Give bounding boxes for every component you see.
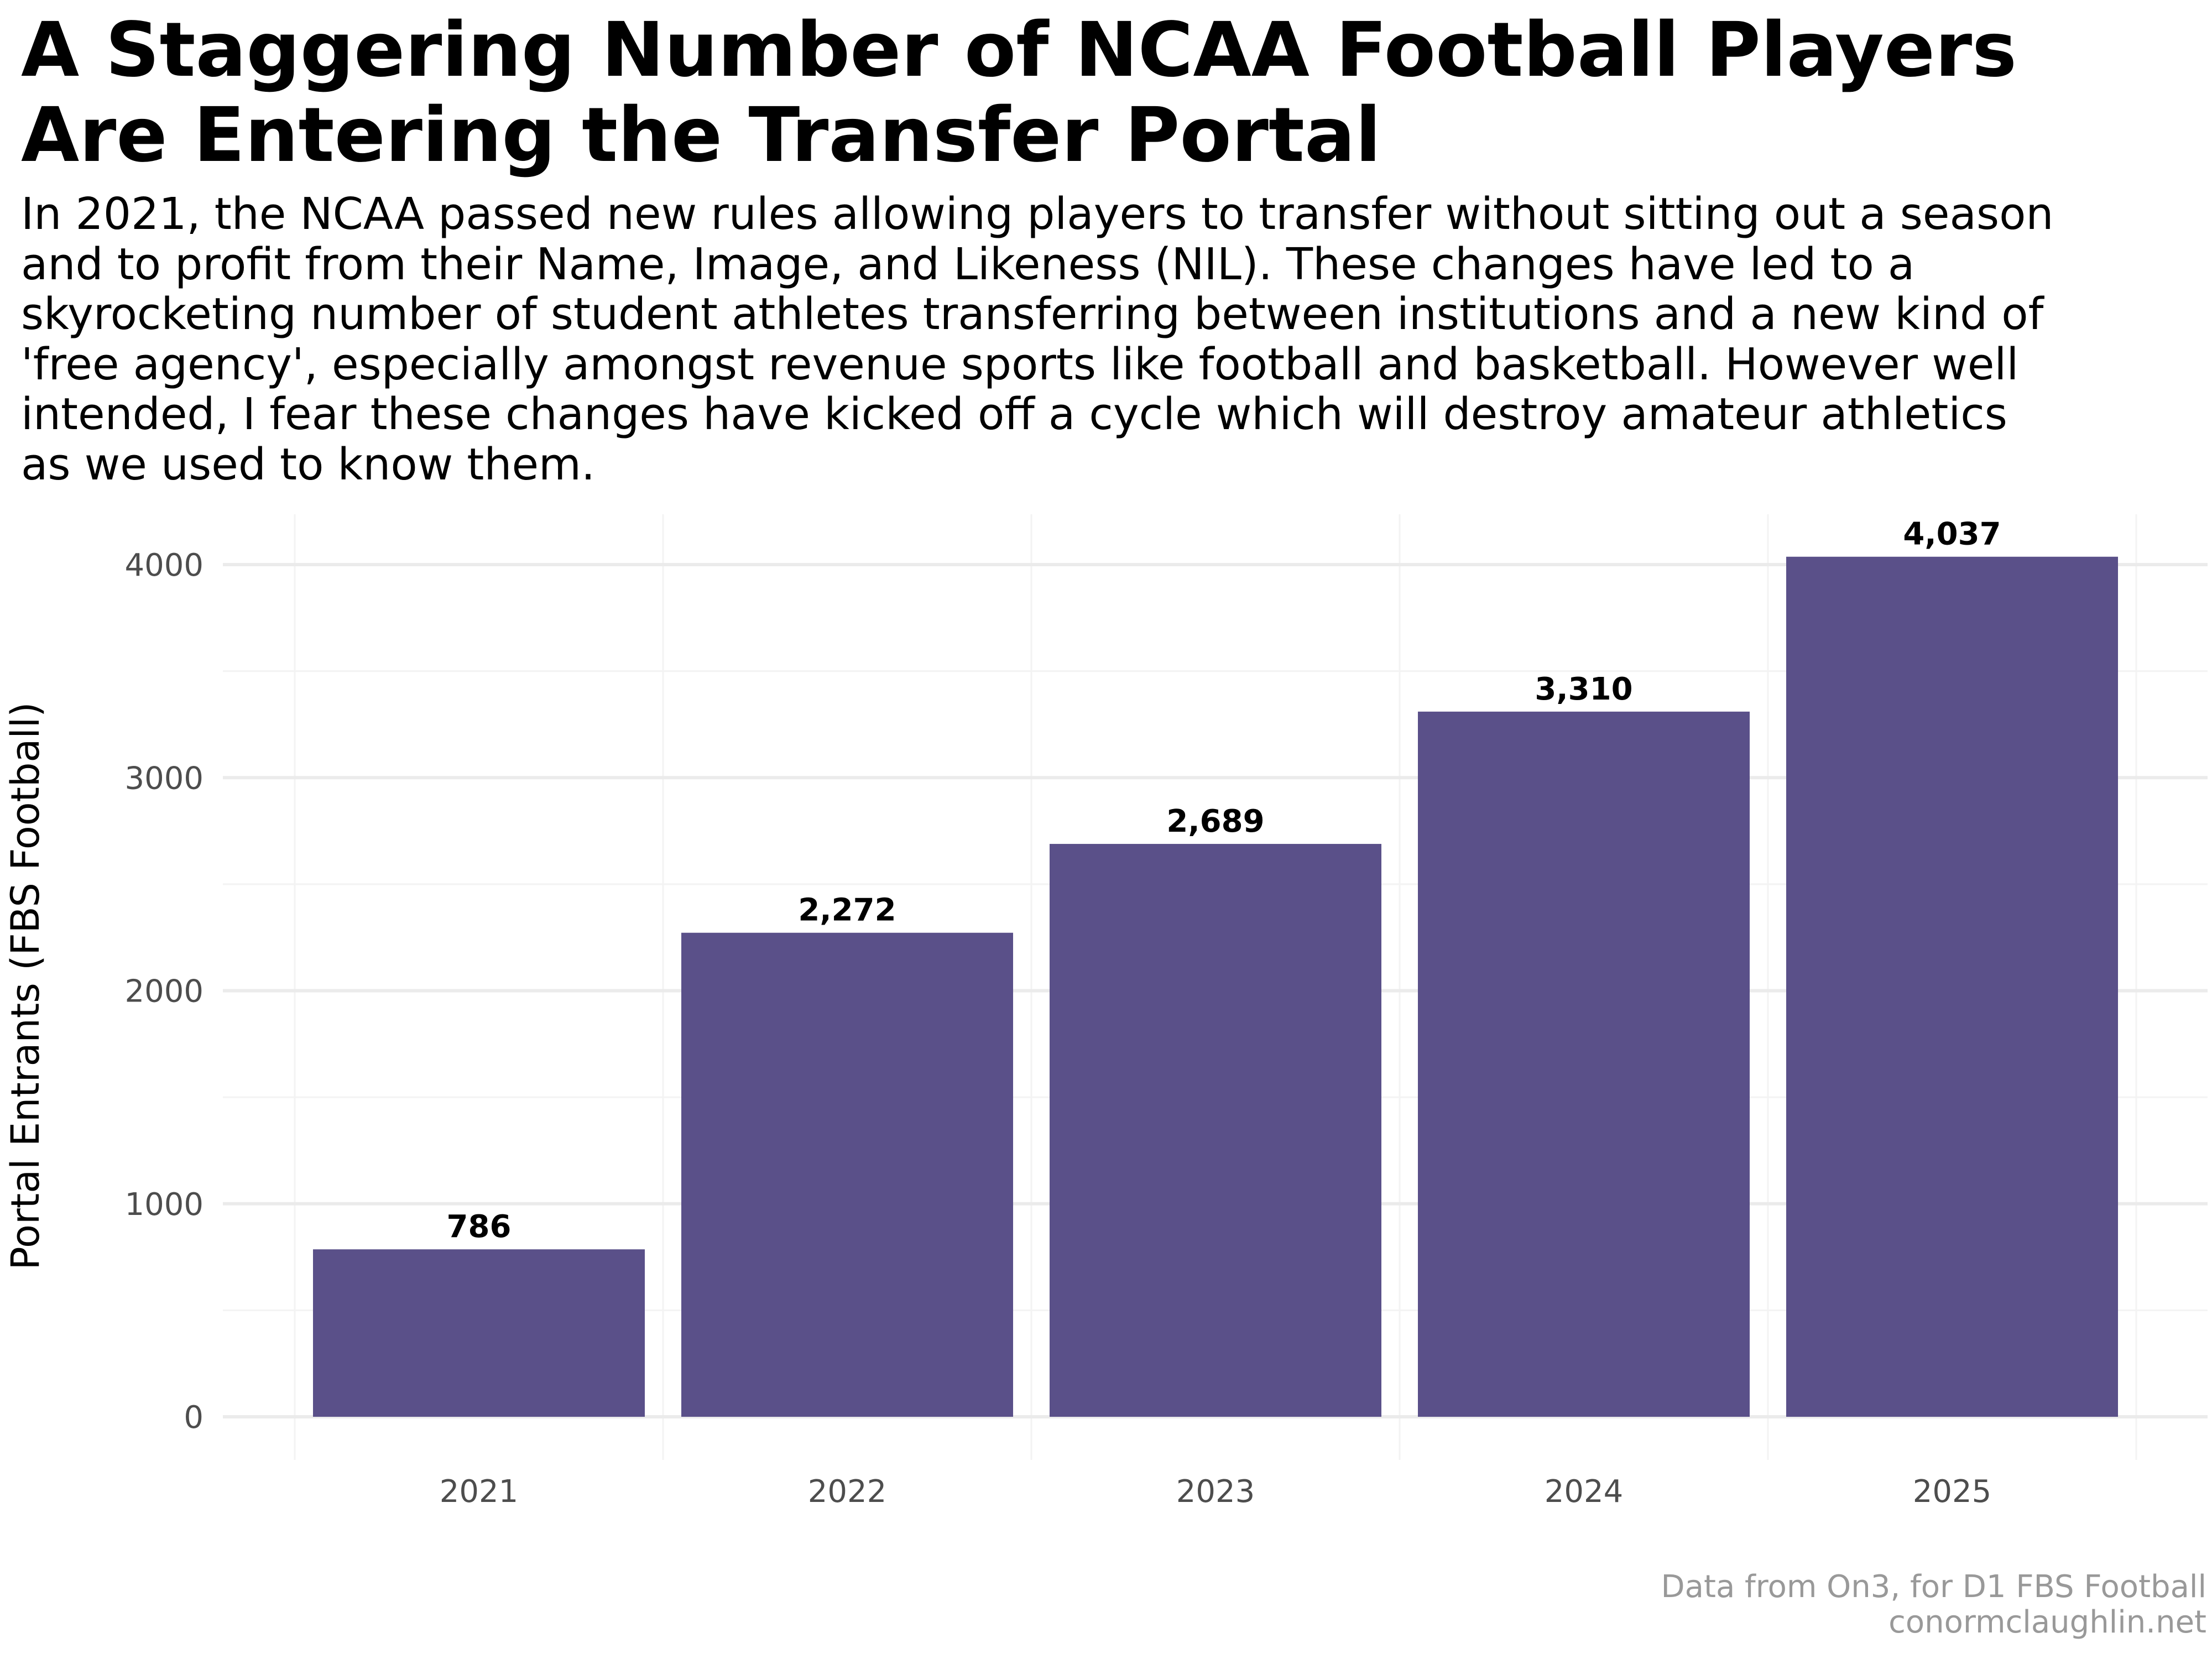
bar-2022	[681, 932, 1013, 1417]
y-tick-label: 1000	[124, 1187, 204, 1223]
bar-2025	[1786, 556, 2118, 1417]
caption-site: conormclaughlin.net	[1888, 1604, 2206, 1640]
bar-2023	[1050, 844, 1381, 1417]
chart-title: A Staggering Number of NCAA Football Pla…	[21, 7, 2017, 179]
value-label-2023: 2,689	[1166, 804, 1264, 839]
caption-source: Data from On3, for D1 FBS Football	[1661, 1569, 2206, 1605]
x-tick-label-2024: 2024	[1545, 1474, 1624, 1510]
value-labels: 786 2,272 2,689 3,310 4,037	[447, 517, 2001, 1245]
y-tick-label: 4000	[124, 547, 204, 583]
x-tick-label-2023: 2023	[1176, 1474, 1255, 1510]
x-tick-label-2022: 2022	[808, 1474, 887, 1510]
bar-2024	[1418, 711, 1750, 1417]
bars	[313, 556, 2118, 1417]
chart-subtitle: In 2021, the NCAA passed new rules allow…	[21, 189, 2054, 490]
value-label-2022: 2,272	[798, 893, 896, 928]
x-tick-label-2021: 2021	[440, 1474, 519, 1510]
caption: Data from On3, for D1 FBS Football conor…	[1322, 1569, 2206, 1640]
y-axis-label: Portal Entrants (FBS Football)	[3, 702, 48, 1270]
x-tick-label-2025: 2025	[1913, 1474, 1992, 1510]
value-label-2024: 3,310	[1535, 671, 1632, 707]
bar-2021	[313, 1249, 645, 1417]
value-label-2021: 786	[447, 1209, 512, 1245]
y-tick-labels: 0 1000 2000 3000 4000	[124, 547, 204, 1436]
value-label-2025: 4,037	[1903, 517, 2001, 552]
y-tick-label: 0	[184, 1400, 204, 1436]
y-tick-label: 2000	[124, 974, 204, 1010]
y-tick-label: 3000	[124, 760, 204, 796]
x-tick-labels: 2021 2022 2023 2024 2025	[440, 1474, 1992, 1510]
